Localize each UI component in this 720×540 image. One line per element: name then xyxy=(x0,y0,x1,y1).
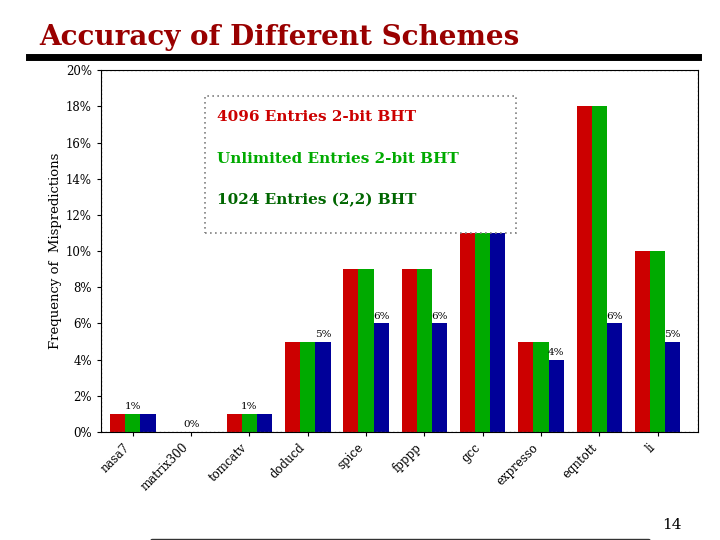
Bar xyxy=(315,341,330,432)
Bar xyxy=(417,269,432,432)
Text: Unlimited Entries 2-bit BHT: Unlimited Entries 2-bit BHT xyxy=(217,152,459,166)
Bar xyxy=(125,414,140,432)
Bar xyxy=(257,414,272,432)
Bar xyxy=(460,215,475,432)
Bar xyxy=(490,233,505,432)
Bar xyxy=(227,414,242,432)
Bar xyxy=(205,96,516,233)
Text: 6%: 6% xyxy=(431,312,448,321)
Legend: 4,096 entries:  2-bits per entry, Unlimited entries:  2-bits/entry, 1,024 entrie: 4,096 entries: 2-bits per entry, Unlimit… xyxy=(150,539,649,540)
Text: 4096 Entries 2-bit BHT: 4096 Entries 2-bit BHT xyxy=(217,110,416,124)
Text: 11%: 11% xyxy=(486,221,510,230)
Bar xyxy=(242,414,257,432)
Bar xyxy=(300,341,315,432)
Bar xyxy=(665,341,680,432)
Bar xyxy=(359,269,374,432)
Text: 6%: 6% xyxy=(373,312,390,321)
Bar xyxy=(402,269,417,432)
Bar xyxy=(592,106,607,432)
Text: 0%: 0% xyxy=(183,420,199,429)
Bar xyxy=(110,414,125,432)
Bar xyxy=(518,341,534,432)
Bar xyxy=(432,323,447,432)
Bar xyxy=(607,323,622,432)
Bar xyxy=(343,269,359,432)
Text: 4%: 4% xyxy=(548,348,564,357)
Text: 5%: 5% xyxy=(665,330,681,339)
Bar xyxy=(374,323,389,432)
Text: 14: 14 xyxy=(662,518,682,532)
Text: 1%: 1% xyxy=(241,402,258,411)
Bar xyxy=(577,106,592,432)
Text: 6%: 6% xyxy=(606,312,623,321)
Bar xyxy=(635,251,650,432)
Text: 1%: 1% xyxy=(125,402,141,411)
Text: 5%: 5% xyxy=(315,330,331,339)
Bar xyxy=(549,360,564,432)
Bar xyxy=(140,414,156,432)
Y-axis label: Frequency of  Mispredictions: Frequency of Mispredictions xyxy=(49,153,62,349)
Bar xyxy=(475,233,490,432)
Bar xyxy=(534,341,549,432)
Bar xyxy=(285,341,300,432)
Bar xyxy=(650,251,665,432)
Text: 1024 Entries (2,2) BHT: 1024 Entries (2,2) BHT xyxy=(217,193,417,207)
Text: Accuracy of Different Schemes: Accuracy of Different Schemes xyxy=(40,24,520,51)
